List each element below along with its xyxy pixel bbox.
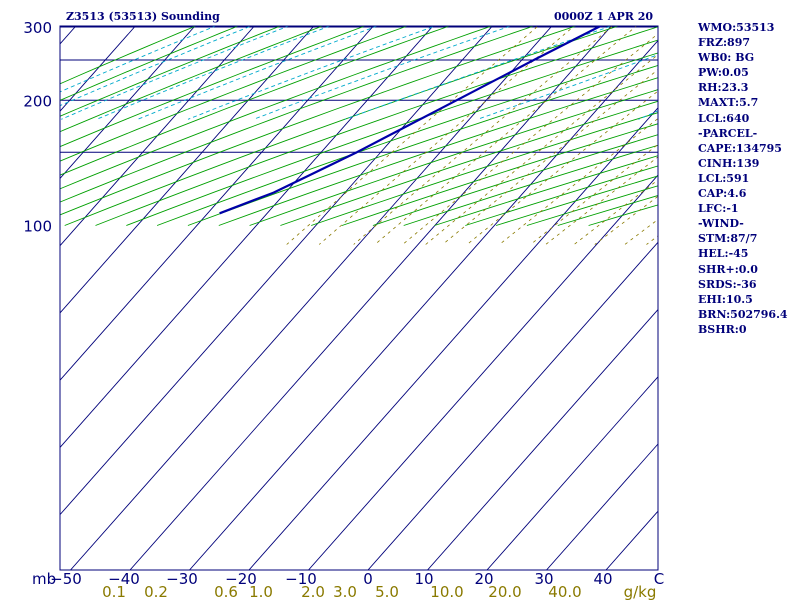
dry-adiabat-line (60, 26, 282, 117)
mixing-ratio-label: 1.0 (249, 583, 273, 600)
pressure-tick-label: 200 (23, 92, 52, 110)
dry-adiabat-line (60, 26, 409, 162)
stat-item: SRDS:-36 (698, 277, 757, 291)
stat-item: BSHR:0 (698, 322, 747, 336)
mixing-ratio-label: g/kg (624, 583, 657, 600)
isotherm-line (189, 39, 658, 570)
isotherm-line (367, 241, 658, 570)
pressure-tick-label: 300 (23, 19, 52, 37)
chart-frame (59, 25, 659, 571)
mixing-ratio-label: 20.0 (488, 583, 521, 600)
stat-item: LFC:-1 (698, 202, 739, 216)
mixing-ratio-label: 3.0 (333, 583, 357, 600)
dry-adiabat-lines (60, 26, 658, 226)
temperature-tick-label: −10 (285, 570, 317, 588)
dry-adiabat-line (95, 26, 658, 226)
mixing-ratio-label: 0.2 (144, 583, 168, 600)
isotherm-line (248, 107, 658, 570)
temperature-tick-label: 0 (363, 570, 373, 588)
dry-adiabat-line (60, 26, 324, 133)
dry-adiabat-line (126, 39, 658, 226)
stat-item: BRN:502796.4 (698, 307, 788, 321)
isotherm-line (60, 26, 374, 381)
stat-item: FRZ:897 (698, 36, 751, 50)
isotherm-line (486, 376, 658, 570)
temperature-tick-label: 20 (474, 570, 493, 588)
isotherm-line (60, 26, 255, 247)
stats-panel: WMO:53513 FRZ:897 WB0: BG PW:0.05 RH:23.3 MAX… (698, 20, 798, 337)
isotherm-line (60, 26, 136, 112)
dry-adiabat-line (60, 26, 536, 203)
stat-item: CINH:139 (698, 156, 760, 170)
dry-adiabat-line (60, 26, 494, 190)
stat-item: MAXT:5.7 (698, 96, 759, 110)
mixing-ratio-line (402, 33, 658, 245)
station-title: Z3513 (53513) Sounding (66, 10, 220, 23)
isotherm-line (70, 26, 553, 570)
temperature-tick-label: −50 (50, 570, 82, 588)
mixing-ratio-label: 5.0 (375, 583, 399, 600)
dry-adiabat-line (60, 26, 367, 148)
stat-item: -PARCEL- (698, 126, 758, 140)
mixing-ratio-label: 0.1 (102, 583, 126, 600)
dry-adiabat-line (60, 26, 240, 101)
dry-adiabat-line (60, 26, 198, 85)
mixing-ratio-lines (286, 26, 658, 245)
dry-adiabat-line (64, 26, 620, 226)
dry-adiabat-line (60, 26, 578, 216)
isotherm-line (60, 26, 493, 516)
stat-item: CAP:4.6 (698, 187, 747, 201)
stat-item: HEL:-45 (698, 247, 749, 261)
temperature-tick-label: −30 (166, 570, 198, 588)
stat-item: SHR+:0.0 (698, 262, 758, 276)
isotherm-line (60, 26, 196, 180)
stat-item: -WIND- (698, 217, 744, 231)
stat-item: WMO:53513 (698, 21, 775, 34)
stat-item: LCL:591 (698, 171, 750, 185)
stat-item: RH:23.3 (698, 81, 749, 95)
stat-item: WB0: BG (698, 51, 755, 65)
temperature-tick-label: 30 (534, 570, 553, 588)
stat-item: EHI:10.5 (698, 292, 753, 306)
temperature-tick-label: C (654, 570, 664, 588)
mixing-ratio-line (286, 26, 539, 245)
mixing-ratio-label: 0.6 (214, 583, 238, 600)
isotherm-line (60, 26, 434, 449)
stat-item: STM:87/7 (698, 232, 758, 246)
temperature-trace (219, 26, 604, 215)
isotherm-lines (0, 26, 658, 570)
isotherm-line (546, 443, 658, 570)
isotherm-line (129, 26, 612, 570)
mixing-ratio-line (353, 26, 614, 245)
mixing-ratio-label: 10.0 (430, 583, 463, 600)
stat-item: PW:0.05 (698, 66, 749, 80)
isotherm-line (60, 26, 315, 314)
isotherm-line (0, 26, 16, 570)
valid-time: 0000Z 1 APR 20 (554, 10, 653, 23)
sounding-traces (219, 26, 604, 215)
stat-item: LCL:640 (698, 111, 750, 125)
mixing-ratio-label: 40.0 (548, 583, 581, 600)
mixing-ratio-label: 2.0 (301, 583, 325, 600)
temperature-tick-label: −20 (225, 570, 257, 588)
dry-adiabat-line (156, 52, 658, 226)
pressure-unit-label: mb (32, 570, 56, 588)
axis-labels: 1002003004005006007008009001000mb−50−40−… (23, 19, 664, 600)
isotherm-line (427, 308, 658, 570)
temperature-tick-label: 40 (593, 570, 612, 588)
isotherm-line (308, 174, 658, 570)
temperature-tick-label: −40 (108, 570, 140, 588)
dry-adiabat-line (60, 26, 451, 176)
temperature-tick-label: 10 (414, 570, 433, 588)
stat-item: CAPE:134795 (698, 141, 782, 155)
pressure-tick-label: 100 (23, 218, 52, 236)
